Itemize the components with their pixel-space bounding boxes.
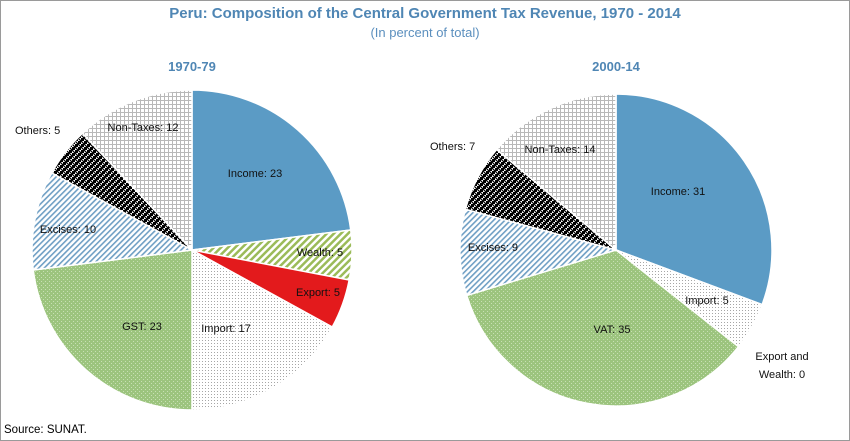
pie1-slice-excises — [31, 171, 195, 271]
pie2-label-export-and-wealth: Export and Wealth: 0 — [755, 351, 808, 381]
pie1-label-wealth: Wealth: 5 — [297, 247, 343, 259]
pie1-label-gst: GST: 23 — [122, 321, 162, 333]
pie1-label-income: Income: 23 — [228, 168, 282, 180]
pie-1970-79-labels: Income: 23 Wealth: 5 Export: 5 Import: 17 GS… — [15, 122, 343, 335]
pie1-label-others: Others: 5 — [15, 125, 60, 137]
pie1-slice-gst — [32, 249, 193, 411]
pie-2000-14-labels: Income: 31 Export and Wealth: 0 Import: 5 VA… — [430, 141, 809, 381]
pie-1970-79 — [31, 89, 353, 411]
pie2-label-income: Income: 31 — [651, 186, 705, 198]
pie1-label-non-taxes: Non-Taxes: 12 — [108, 122, 179, 134]
source-note: Source: SUNAT. — [4, 424, 87, 436]
pie2-label-excises: Excises: 9 — [468, 242, 518, 254]
pie2-label-others: Others: 7 — [430, 141, 475, 153]
pie1-title: 1970-79 — [168, 59, 216, 74]
pie2-slice-income — [615, 93, 773, 306]
pie2-label-non-taxes: Non-Taxes: 14 — [525, 144, 596, 156]
pie1-label-import: Import: 17 — [201, 323, 251, 335]
pie1-label-export: Export: 5 — [296, 287, 340, 299]
pie1-slice-import — [191, 248, 334, 411]
chart-subtitle: (In percent of total) — [370, 25, 480, 40]
pie1-slice-income — [191, 89, 352, 251]
pie-2000-14 — [459, 93, 773, 407]
pie1-slice-non-taxes — [81, 89, 193, 252]
pie2-slice-vat — [465, 249, 740, 407]
pie2-slice-non-taxes — [495, 93, 617, 252]
pie2-slice-excises — [459, 208, 619, 297]
pie2-title: 2000-14 — [592, 59, 640, 74]
pie2-label-vat: VAT: 35 — [594, 324, 631, 336]
chart-title: Peru: Composition of the Central Governm… — [169, 5, 681, 22]
pie1-label-excises: Excises: 10 — [40, 224, 96, 236]
pie2-label-import: Import: 5 — [685, 295, 728, 307]
